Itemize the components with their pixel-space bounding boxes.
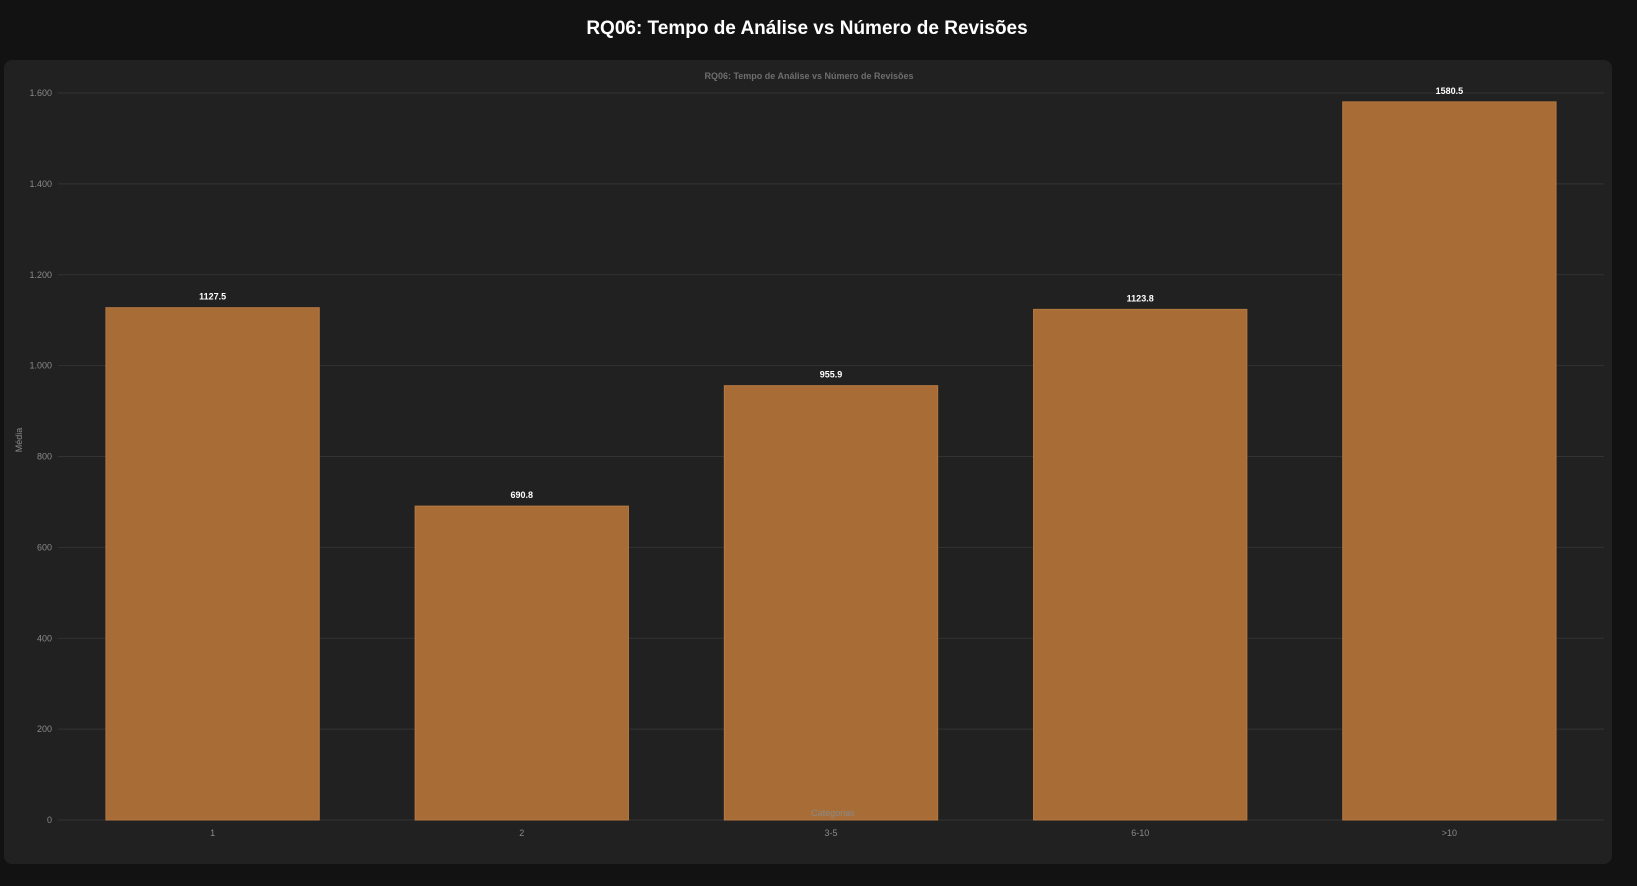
data-label: 1580.5: [1436, 86, 1464, 96]
y-tick-label: 800: [37, 452, 52, 462]
bar-3-5[interactable]: [723, 385, 939, 821]
data-label: 690.8: [511, 490, 534, 500]
y-tick-label: 1.400: [29, 179, 52, 189]
bar->10[interactable]: [1342, 101, 1557, 821]
y-axis-label: Média: [14, 428, 24, 453]
data-labels: 1127.5 690.8 955.9 1123.8 1580.5: [199, 86, 1463, 500]
y-tick-label: 600: [37, 542, 52, 552]
y-axis-ticks: 0 200 400 600 800 1.000 1.200 1.400 1.600: [29, 88, 52, 825]
bars: [105, 101, 1557, 821]
y-tick-label: 1.600: [29, 88, 52, 98]
x-axis-ticks: 1 2 3-5 6-10 >10: [210, 828, 1457, 838]
y-tick-label: 0: [47, 815, 52, 825]
data-label: 1123.8: [1127, 293, 1154, 303]
y-tick-label: 1.000: [29, 361, 52, 371]
x-tick-label: 1: [210, 828, 215, 838]
data-label: 955.9: [820, 370, 843, 380]
x-tick-label: 3-5: [824, 828, 837, 838]
chart-card: 1127.5 690.8 955.9 1123.8 1580.5 0 200 400 600 8…: [4, 60, 1612, 864]
y-tick-label: 400: [37, 633, 52, 643]
y-tick-label: 200: [37, 724, 52, 734]
x-tick-label: 6-10: [1131, 828, 1149, 838]
x-tick-label: >10: [1442, 828, 1457, 838]
bar-1[interactable]: [105, 307, 320, 821]
bar-2[interactable]: [414, 505, 629, 821]
x-tick-label: 2: [519, 828, 524, 838]
x-axis-label: Categorias: [811, 808, 855, 818]
bar-chart: 1127.5 690.8 955.9 1123.8 1580.5 0 200 400 600 8…: [14, 71, 1604, 838]
data-label: 1127.5: [199, 292, 226, 302]
page-title: RQ06: Tempo de Análise vs Número de Revi…: [586, 18, 1028, 39]
bar-6-10[interactable]: [1033, 308, 1248, 821]
chart-title: RQ06: Tempo de Análise vs Número de Revi…: [704, 71, 913, 81]
y-tick-label: 1.200: [29, 270, 52, 280]
